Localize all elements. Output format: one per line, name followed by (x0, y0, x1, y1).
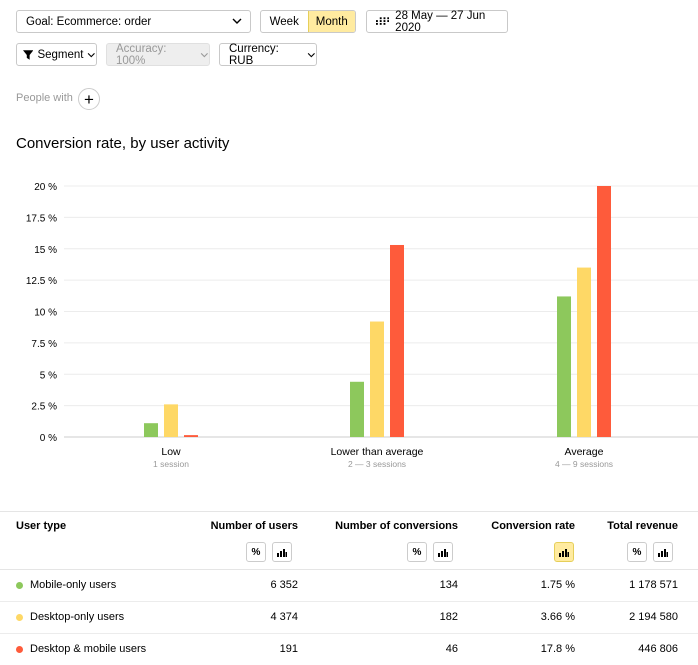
x-category-label: Average (565, 446, 604, 458)
accuracy-select: Accuracy: 100% (106, 42, 210, 67)
row-conversions: 46 (445, 643, 458, 655)
rate-column-tools (554, 542, 574, 562)
row-rate: 1.75 % (540, 579, 575, 591)
period-toggle: Week Month (260, 10, 356, 33)
y-tick-label: 20 % (34, 182, 57, 193)
y-tick-label: 17.5 % (26, 213, 57, 224)
percent-toggle-button[interactable]: % (627, 542, 647, 562)
bar-chart-icon (559, 548, 569, 557)
x-subcategory-label: 4 — 9 sessions (555, 459, 613, 469)
chevron-down-icon (232, 18, 242, 24)
row-user-type: Desktop & mobile users (30, 643, 147, 655)
filter-icon (23, 49, 34, 60)
percent-toggle-button[interactable]: % (407, 542, 427, 562)
report-title: Conversion rate, by user activity (16, 135, 230, 152)
segment-label: Segment (37, 48, 84, 61)
x-subcategory-label: 1 session (153, 459, 189, 469)
header-conversion-rate[interactable]: Conversion rate (491, 520, 575, 532)
bar (390, 244, 404, 437)
bar (164, 404, 178, 437)
bar (184, 435, 198, 437)
row-rate: 3.66 % (540, 611, 575, 623)
y-tick-label: 15 % (34, 245, 57, 256)
row-revenue: 1 178 571 (629, 579, 678, 591)
chart-toggle-button-active[interactable] (554, 542, 574, 562)
row-users: 6 352 (270, 579, 298, 591)
chart-toggle-button[interactable] (433, 542, 453, 562)
period-week-button[interactable]: Week (269, 15, 299, 28)
y-tick-label: 7.5 % (31, 339, 57, 350)
y-tick-label: 2.5 % (31, 402, 57, 413)
date-range-button[interactable]: 28 May — 27 Jun 2020 (366, 9, 508, 34)
bar-chart-icon (438, 548, 448, 557)
row-conversions: 134 (439, 579, 458, 591)
x-category-label: Lower than average (331, 446, 424, 458)
revenue-column-tools: % (627, 542, 673, 562)
table-header: User type Number of users Number of conv… (0, 511, 698, 570)
chart-toggle-button[interactable] (653, 542, 673, 562)
bar-chart-icon (277, 548, 287, 557)
row-revenue: 2 194 580 (629, 611, 678, 623)
conversion-rate-chart: 0 % 2.5 % 5 % 7.5 % 10 % 12.5 % 15 % 17.5 % 20 %… (26, 182, 698, 469)
row-user-type: Desktop-only users (30, 611, 125, 623)
currency-select[interactable]: Currency: RUB (219, 42, 317, 67)
row-rate: 17.8 % (540, 643, 575, 655)
bar-chart-icon (658, 548, 668, 557)
chevron-down-icon (308, 52, 316, 57)
bar (370, 321, 384, 437)
series-color-dot (16, 646, 23, 653)
chevron-down-icon (201, 52, 209, 57)
series-color-dot (16, 582, 23, 589)
y-tick-label: 0 % (40, 433, 57, 444)
currency-label: Currency: RUB (229, 42, 279, 67)
date-range-label: 28 May — 27 Jun 2020 (395, 9, 486, 34)
goal-select-label: Goal: Ecommerce: order (26, 15, 152, 28)
percent-toggle-button[interactable]: % (246, 542, 266, 562)
bar (144, 423, 158, 437)
table-row[interactable]: Mobile-only users 6 352 134 1.75 % 1 178… (0, 570, 698, 602)
header-number-of-users[interactable]: Number of users (210, 520, 298, 532)
bar (577, 267, 591, 437)
row-users: 191 (279, 643, 298, 655)
x-subcategory-label: 2 — 3 sessions (348, 459, 406, 469)
y-tick-label: 12.5 % (26, 276, 57, 287)
bar (557, 296, 571, 437)
y-tick-label: 5 % (40, 370, 57, 381)
row-revenue: 446 806 (638, 643, 678, 655)
people-with-label: People with (16, 92, 73, 104)
conversions-column-tools: % (407, 542, 453, 562)
add-people-filter-button[interactable]: + (78, 88, 100, 110)
row-users: 4 374 (270, 611, 298, 623)
row-conversions: 182 (439, 611, 458, 623)
y-tick-label: 10 % (34, 308, 57, 319)
chart-toggle-button[interactable] (272, 542, 292, 562)
table-row[interactable]: Desktop & mobile users 191 46 17.8 % 446… (0, 634, 698, 665)
series-color-dot (16, 614, 23, 621)
chevron-down-icon (88, 52, 96, 57)
header-user-type[interactable]: User type (16, 520, 67, 532)
users-column-tools: % (246, 542, 292, 562)
header-number-of-conversions[interactable]: Number of conversions (335, 520, 458, 532)
report-table: User type Number of users Number of conv… (0, 511, 698, 665)
bar (350, 381, 364, 437)
row-user-type: Mobile-only users (30, 579, 117, 591)
calendar-icon (376, 16, 390, 25)
segment-button[interactable]: Segment (16, 43, 97, 66)
x-category-label: Low (161, 446, 181, 458)
header-total-revenue[interactable]: Total revenue (607, 520, 678, 532)
period-month-button[interactable]: Month (307, 11, 355, 32)
bar (597, 186, 611, 437)
table-row[interactable]: Desktop-only users 4 374 182 3.66 % 2 19… (0, 602, 698, 634)
accuracy-label: Accuracy: 100% (116, 42, 167, 67)
goal-select[interactable]: Goal: Ecommerce: order (16, 10, 251, 33)
